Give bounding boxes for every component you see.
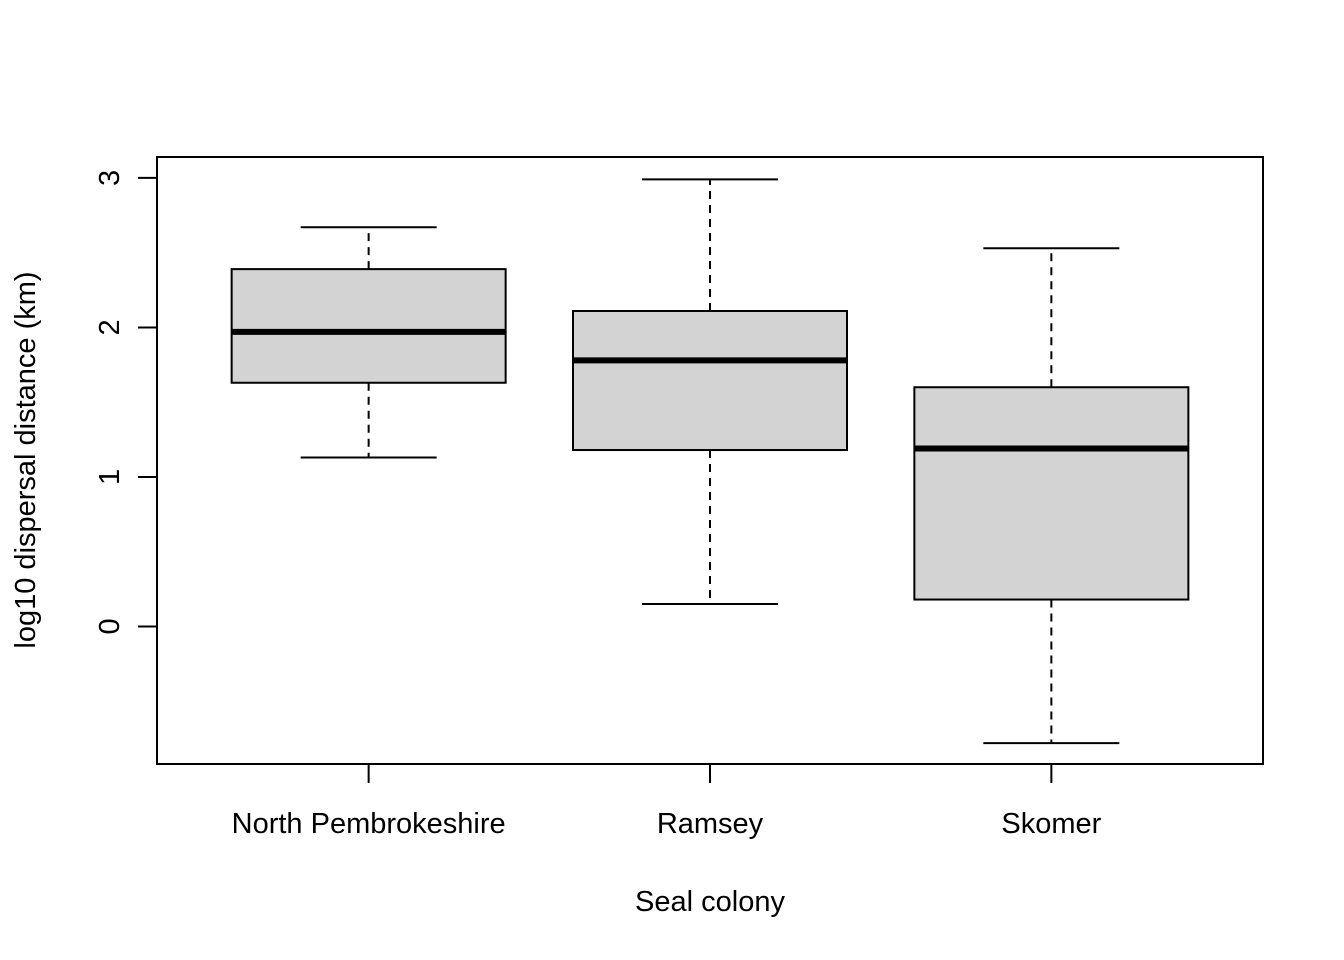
iqr-box	[572, 309, 848, 452]
y-tick-label: 1	[94, 469, 126, 485]
x-axis-title: Seal colony	[635, 886, 785, 918]
y-tick-label: 0	[94, 618, 126, 634]
x-tick-label: North Pembrokeshire	[232, 808, 506, 840]
x-tick-label: Skomer	[1001, 808, 1101, 840]
y-axis-title: log10 dispersal distance (km)	[10, 271, 42, 648]
iqr-box	[913, 386, 1190, 601]
y-tick-label: 2	[94, 319, 126, 335]
x-axis: North Pembrokeshire Ramsey Skomer	[232, 764, 1102, 840]
box-group	[230, 178, 1190, 745]
y-tick-label: 3	[94, 170, 126, 186]
iqr-box	[230, 268, 507, 384]
y-axis: 0 1 2 3	[94, 170, 158, 635]
x-tick-label: Ramsey	[657, 808, 764, 840]
box-skomer	[913, 247, 1190, 745]
box-north-pembrokeshire	[230, 226, 507, 459]
box-ramsey	[572, 178, 848, 606]
